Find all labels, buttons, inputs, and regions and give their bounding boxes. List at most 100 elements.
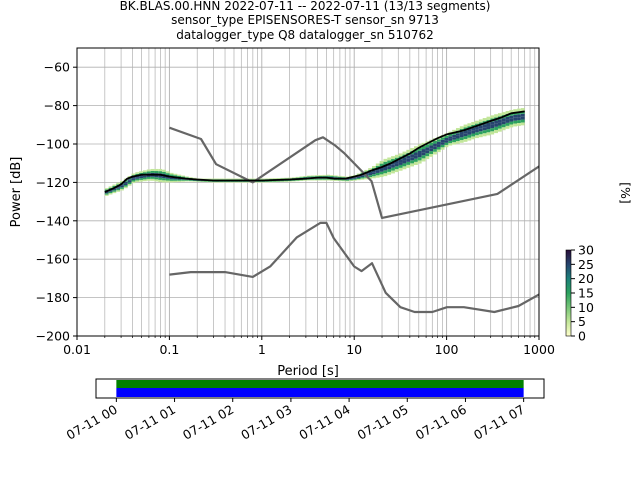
density-cell <box>330 178 334 180</box>
density-cell <box>509 115 514 119</box>
density-cell <box>387 169 392 172</box>
density-cell <box>207 178 212 180</box>
density-cell <box>265 178 269 180</box>
density-cell <box>417 157 422 161</box>
density-cell <box>337 180 342 182</box>
density-cell <box>326 174 331 176</box>
density-cell <box>413 152 418 156</box>
y-axis-label: Power [dB] <box>9 157 24 228</box>
timeline-tick-label: 07-11 07 <box>471 402 527 443</box>
density-cell <box>467 137 472 141</box>
density-cell <box>368 168 373 170</box>
density-cell <box>291 180 296 182</box>
density-cell <box>238 178 243 180</box>
density-cell <box>494 120 498 124</box>
density-cell <box>215 178 220 180</box>
density-cell <box>268 181 273 183</box>
density-cell <box>337 179 342 181</box>
density-cell <box>421 155 426 159</box>
density-cell <box>394 154 399 158</box>
density-cell <box>169 172 174 175</box>
density-cell <box>517 114 521 118</box>
density-cell <box>154 177 159 180</box>
density-cell <box>375 163 380 166</box>
density-cell <box>517 120 521 124</box>
density-cell <box>349 180 353 182</box>
density-cell <box>459 126 464 130</box>
density-cell <box>112 185 117 188</box>
density-cell <box>261 181 266 183</box>
density-cell <box>433 151 437 155</box>
density-cell <box>123 181 128 184</box>
density-cell <box>318 175 323 177</box>
density-cell <box>341 179 346 181</box>
density-cell <box>448 136 453 139</box>
density-cell <box>452 139 456 143</box>
density-cell <box>318 179 323 181</box>
grid-lines <box>76 48 539 337</box>
density-cell <box>387 171 392 175</box>
density-cell <box>242 181 247 182</box>
density-cell <box>135 178 140 181</box>
density-cell <box>459 134 464 138</box>
density-cell <box>333 175 338 177</box>
x-tick-label: 10 <box>346 342 362 357</box>
density-cell <box>494 114 498 118</box>
density-cell <box>360 177 365 179</box>
density-cell <box>154 168 159 172</box>
density-cell <box>116 188 121 191</box>
density-cell <box>272 181 277 183</box>
density-cell <box>490 128 495 132</box>
density-cell <box>120 184 124 186</box>
density-cell <box>356 177 361 180</box>
density-cell <box>341 176 346 178</box>
density-cell <box>448 133 453 137</box>
density-cell <box>356 173 361 175</box>
density-cell <box>158 171 163 174</box>
density-cell <box>142 175 147 178</box>
density-cell <box>433 146 437 150</box>
colorbar <box>565 249 572 337</box>
density-cell <box>410 163 414 167</box>
density-cell <box>131 173 136 176</box>
density-cell <box>150 178 155 181</box>
density-cell <box>379 160 384 164</box>
density-cell <box>291 177 296 179</box>
density-cell <box>135 180 140 183</box>
density-cell <box>520 122 525 126</box>
density-cell <box>238 181 243 182</box>
density-cell <box>349 178 353 180</box>
density-cell <box>284 177 289 179</box>
high-noise-model-line <box>169 126 539 219</box>
density-cell <box>169 174 174 177</box>
density-cell <box>391 161 395 165</box>
density-cell <box>314 175 319 177</box>
density-cell <box>352 179 357 181</box>
density-cell <box>322 174 327 176</box>
density-cell <box>184 177 189 179</box>
density-cell <box>478 125 483 129</box>
density-cell <box>440 139 445 143</box>
density-cell <box>154 171 159 174</box>
density-cell <box>230 181 235 182</box>
density-cell <box>490 121 495 125</box>
density-cell <box>494 123 498 127</box>
density-cell <box>471 133 476 137</box>
density-cell <box>215 181 220 183</box>
density-cell <box>352 174 357 176</box>
density-cell <box>162 176 166 179</box>
density-cell <box>505 122 510 126</box>
y-tick-label: −160 <box>36 252 70 267</box>
x-tick-label: 1 <box>258 342 266 357</box>
density-cell <box>383 161 388 165</box>
density-cell <box>406 161 411 165</box>
density-cell <box>104 188 109 190</box>
density-cell <box>307 175 311 177</box>
density-cell <box>322 175 327 177</box>
density-cell <box>211 179 216 180</box>
density-cell <box>417 150 422 155</box>
density-cell <box>341 177 346 178</box>
density-cell <box>417 154 422 158</box>
density-cell <box>467 134 472 138</box>
density-cell <box>406 158 411 162</box>
